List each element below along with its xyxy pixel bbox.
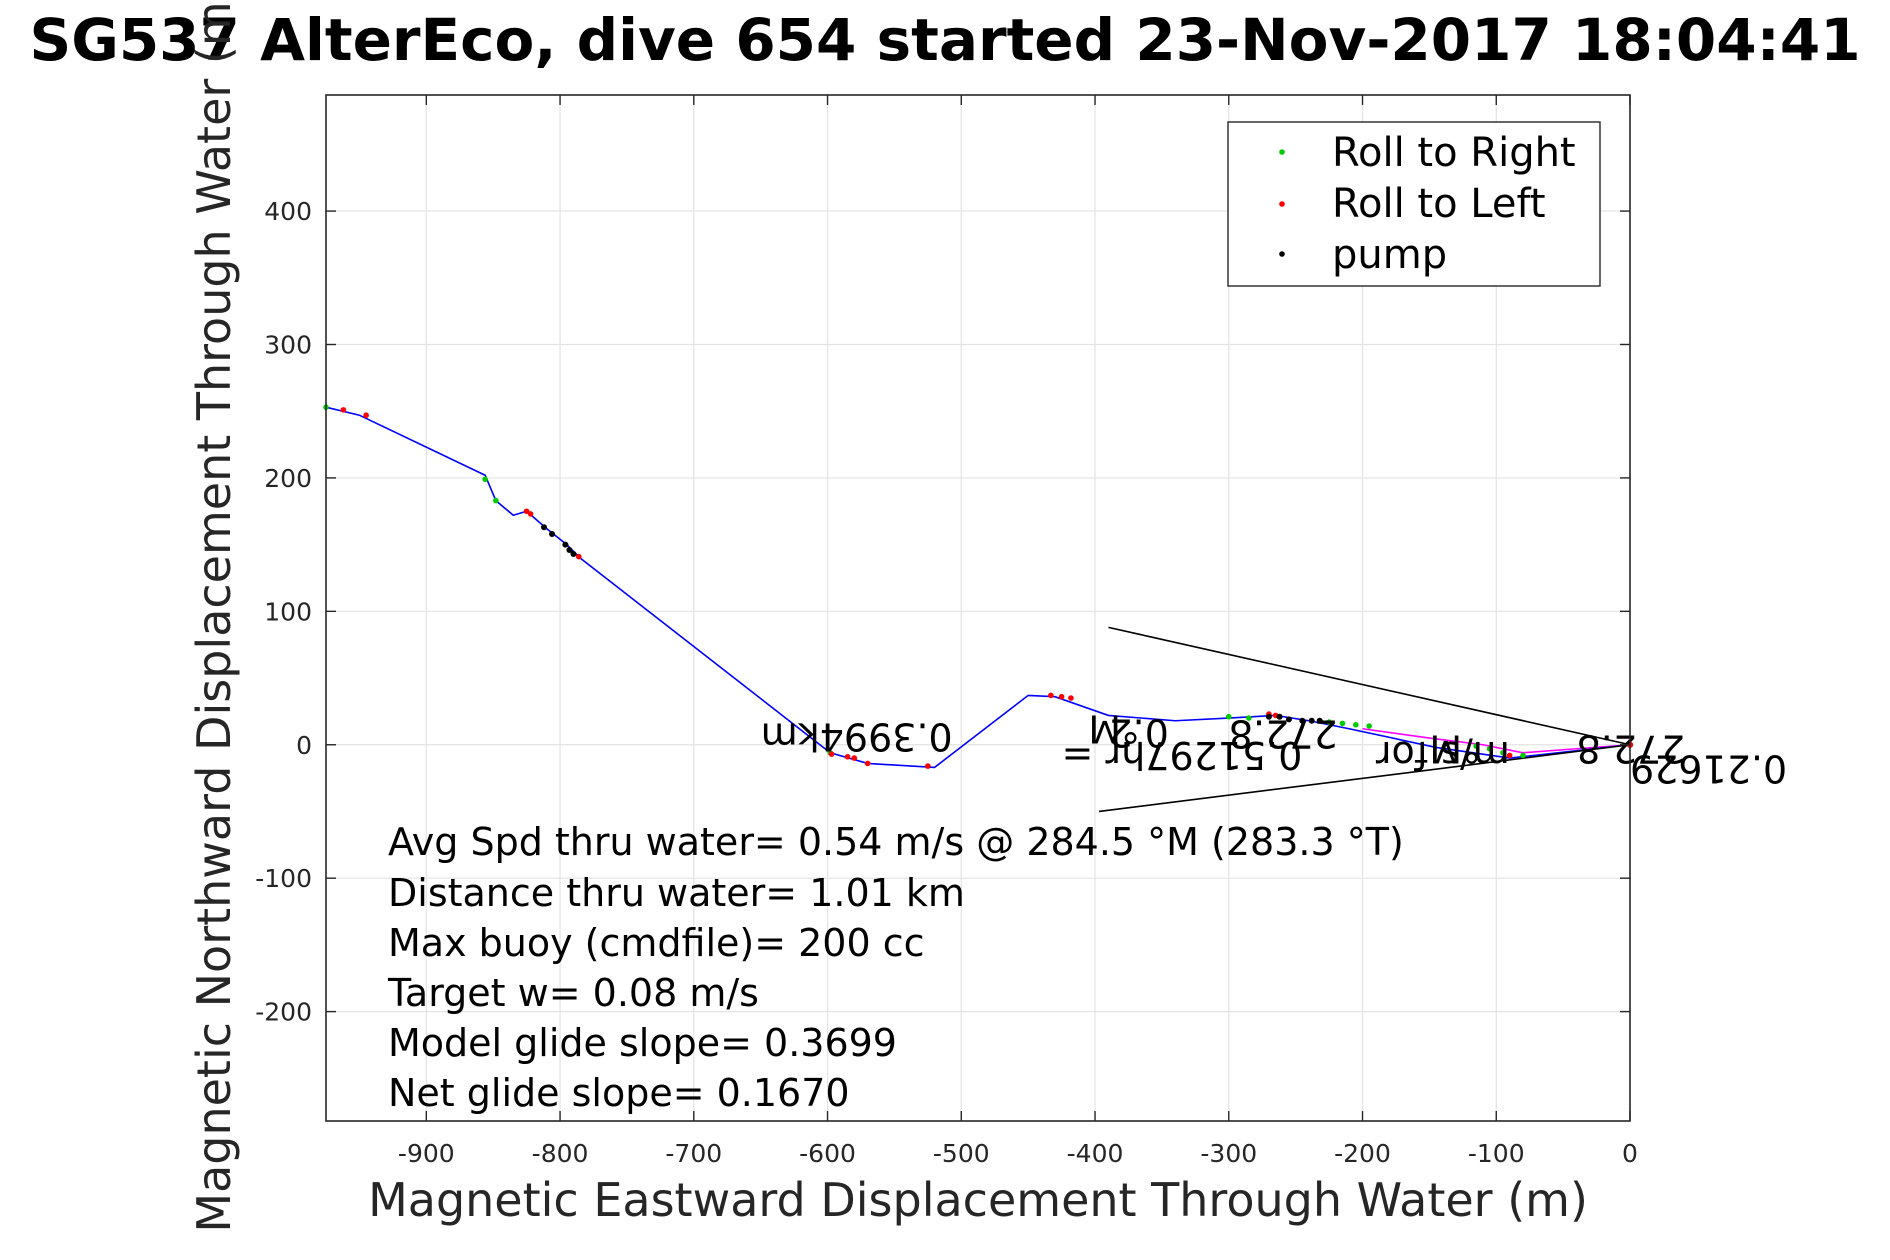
roll-right-point [482, 476, 488, 483]
roll-left-point [523, 508, 530, 515]
y-axis-label: Magnetic Northward Displacement Through … [187, 0, 241, 1233]
roll-left-point [851, 755, 858, 761]
roll-right-point [1225, 713, 1232, 720]
roll-right-point [1366, 723, 1372, 729]
annotation-target-w: Target w= 0.08 m/s [387, 971, 759, 1015]
roll-right-point [1246, 715, 1252, 721]
current-line [1362, 727, 1631, 754]
annotation-net-glide: Net glide slope= 0.1670 [388, 1071, 850, 1115]
plot-frame [325, 94, 1631, 1122]
pump-point [1265, 713, 1272, 720]
y-tick-label: 200 [264, 464, 312, 493]
x-tick-label: -600 [799, 1139, 856, 1168]
x-tick-label: -200 [1334, 1139, 1391, 1168]
roll-right-point [1520, 752, 1526, 759]
pump-point [566, 546, 573, 553]
flipped-label-heading-mid: 272.8 [1229, 712, 1338, 756]
annotation-model-glide: Model glide slope= 0.3699 [388, 1021, 897, 1065]
annotation-avg-speed: Avg Spd thru water= 0.54 m/s @ 284.5 °M … [388, 820, 1404, 864]
roll-left-point [1506, 752, 1513, 759]
roll-left-point [844, 753, 851, 760]
legend-label-roll-right: Roll to Right [1332, 130, 1576, 176]
y-axis-ticks: -200 -100 0 100 200 300 400 [255, 197, 1630, 1027]
glider-track [325, 406, 1631, 769]
roll-left-point [1048, 692, 1054, 699]
roll-left-point [363, 412, 369, 419]
roll-left-point [1068, 695, 1074, 701]
x-tick-label: -900 [398, 1139, 455, 1168]
legend-marker-roll-right [1279, 149, 1285, 155]
data-layer [323, 404, 1634, 813]
y-tick-label: 0 [296, 731, 312, 760]
roll-right-point [1473, 743, 1479, 749]
y-tick-label: 400 [264, 197, 312, 226]
pump-point [1299, 717, 1306, 724]
y-tick-label: 300 [264, 330, 312, 359]
x-tick-label: -400 [1067, 1139, 1124, 1168]
chart-title: SG537 AlterEco, dive 654 started 23-Nov-… [29, 6, 1860, 74]
roll-left-point [575, 553, 582, 560]
heading-wedge-line [1108, 626, 1631, 746]
roll-right-point [1326, 719, 1332, 725]
pump-point [1316, 717, 1323, 724]
x-axis-ticks: -900 -800 -700 -600 -500 -400 -300 -200 -100 0 [398, 95, 1638, 1168]
legend-marker-roll-left [1279, 201, 1285, 207]
pump-point [1285, 716, 1292, 723]
roll-left-point [527, 511, 534, 517]
roll-left-point [864, 760, 871, 767]
legend-label-roll-left: Roll to Left [1332, 181, 1546, 227]
x-tick-label: -300 [1200, 1139, 1257, 1168]
legend-marker-pump [1279, 251, 1285, 257]
flipped-label-distance: 0.3994km [761, 714, 953, 758]
flipped-label-unit-mid: °M [1088, 706, 1140, 750]
roll-left-point [828, 751, 835, 757]
y-tick-label: -200 [255, 998, 312, 1027]
flipped-label-layer: 0.3994km 0.20.51297hr =272.8°M0.21629m/s … [761, 706, 1787, 790]
annotation-max-buoy: Max buoy (cmdfile)= 200 cc [388, 921, 925, 965]
roll-right-point [1500, 749, 1506, 756]
y-tick-label: -100 [255, 864, 312, 893]
pump-point [562, 541, 569, 548]
roll-right-point [493, 497, 499, 504]
roll-left-point [1058, 693, 1065, 700]
legend-label-pump: pump [1332, 232, 1447, 278]
annotation-distance: Distance thru water= 1.01 km [388, 871, 965, 915]
roll-right-point [1486, 745, 1493, 752]
legend-box [1227, 121, 1601, 287]
heading-wedge-line [1098, 743, 1631, 813]
dive-statistics: Avg Spd thru water= 0.54 m/s @ 284.5 °M … [387, 820, 1404, 1115]
pump-point [549, 530, 556, 537]
roll-right-point [1339, 720, 1346, 727]
y-tick-label: 100 [264, 597, 312, 626]
x-tick-label: -800 [532, 1139, 589, 1168]
flipped-label-speed: 0.21629 [1630, 746, 1787, 790]
x-tick-label: 0 [1622, 1139, 1638, 1168]
x-axis-label: Magnetic Eastward Displacement Through W… [368, 1173, 1588, 1227]
pump-point [1308, 717, 1315, 724]
flipped-label-heading-right: 272.8 [1577, 726, 1686, 770]
legend: Roll to Right Roll to Left pump [1227, 121, 1601, 287]
flipped-label-speed-unit: m/s for [1376, 733, 1510, 777]
pump-point [1276, 713, 1283, 720]
pump-point [570, 550, 577, 557]
x-tick-label: -100 [1468, 1139, 1525, 1168]
flipped-label-unit-right: °M [1429, 726, 1481, 770]
pump-point [541, 524, 548, 531]
flipped-label-duration: 0.51297hr = [1062, 733, 1303, 777]
x-tick-label: -700 [665, 1139, 722, 1168]
roll-left-point [340, 407, 347, 413]
roll-left-point [925, 763, 931, 769]
roll-right-point [1353, 721, 1359, 728]
flipped-label-speed-start: 0.2 [1108, 710, 1168, 754]
x-tick-label: -500 [933, 1139, 990, 1168]
